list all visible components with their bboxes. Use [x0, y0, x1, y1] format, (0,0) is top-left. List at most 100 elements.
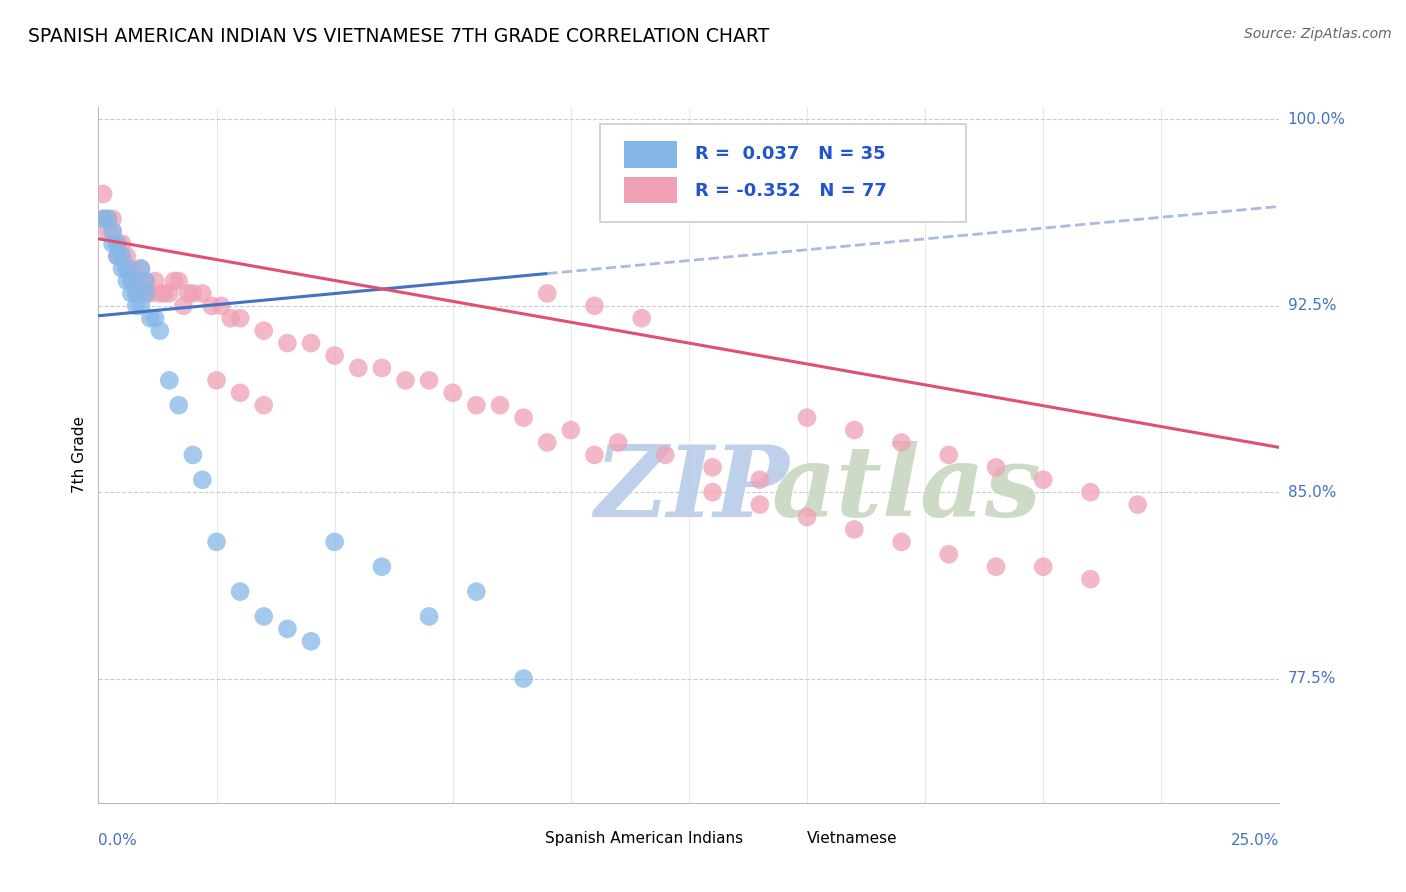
Point [229, 311, 252, 326]
Point [115, 261, 138, 276]
Point [1032, 473, 1054, 487]
Point [253, 398, 276, 412]
Point [938, 547, 960, 561]
Point [630, 311, 652, 326]
Point [441, 385, 464, 400]
Point [125, 286, 148, 301]
Text: Spanish American Indians: Spanish American Indians [546, 830, 742, 846]
Text: SPANISH AMERICAN INDIAN VS VIETNAMESE 7TH GRADE CORRELATION CHART: SPANISH AMERICAN INDIAN VS VIETNAMESE 7T… [28, 27, 769, 45]
Point [229, 584, 252, 599]
Point [512, 410, 534, 425]
Point [209, 299, 232, 313]
Point [135, 274, 157, 288]
Point [276, 336, 298, 351]
Point [323, 349, 346, 363]
Point [115, 274, 138, 288]
Point [105, 249, 128, 263]
Point [143, 311, 166, 326]
Point [115, 249, 138, 263]
Point [1080, 572, 1102, 586]
Point [299, 336, 322, 351]
Point [844, 423, 866, 437]
FancyBboxPatch shape [600, 124, 966, 222]
Point [371, 360, 394, 375]
Point [560, 423, 582, 437]
Point [796, 410, 818, 425]
Point [157, 286, 180, 301]
Text: 0.0%: 0.0% [98, 833, 138, 848]
Point [105, 236, 128, 251]
Point [181, 448, 204, 462]
Point [101, 211, 124, 226]
Point [583, 299, 606, 313]
Point [125, 286, 148, 301]
Point [105, 236, 128, 251]
Point [702, 460, 724, 475]
Point [654, 448, 676, 462]
Point [121, 274, 143, 288]
Point [418, 373, 440, 387]
Point [149, 286, 172, 301]
Point [121, 286, 143, 301]
Point [191, 473, 214, 487]
Point [253, 324, 276, 338]
Y-axis label: 7th Grade: 7th Grade [72, 417, 87, 493]
Point [125, 299, 148, 313]
Point [163, 274, 186, 288]
Point [167, 274, 190, 288]
Point [890, 534, 912, 549]
Point [153, 286, 176, 301]
Point [129, 274, 152, 288]
Point [135, 286, 157, 301]
Point [97, 211, 120, 226]
Point [890, 435, 912, 450]
Text: 85.0%: 85.0% [1288, 484, 1336, 500]
Point [177, 286, 200, 301]
Point [105, 249, 128, 263]
Text: atlas: atlas [772, 442, 1042, 538]
Point [1126, 498, 1149, 512]
Point [129, 299, 152, 313]
Point [219, 311, 242, 326]
Point [984, 460, 1007, 475]
Point [512, 672, 534, 686]
FancyBboxPatch shape [488, 829, 533, 848]
FancyBboxPatch shape [624, 177, 678, 203]
Point [748, 473, 770, 487]
Point [111, 249, 134, 263]
Point [465, 584, 488, 599]
Point [101, 236, 124, 251]
Point [91, 211, 114, 226]
Point [111, 236, 134, 251]
Text: ZIP: ZIP [595, 442, 789, 538]
Point [97, 211, 120, 226]
Point [229, 385, 252, 400]
Point [299, 634, 322, 648]
Point [347, 360, 370, 375]
Point [143, 274, 166, 288]
Point [167, 398, 190, 412]
Point [125, 274, 148, 288]
Point [201, 299, 224, 313]
Point [139, 286, 162, 301]
Text: 100.0%: 100.0% [1288, 112, 1346, 127]
Text: 77.5%: 77.5% [1288, 671, 1336, 686]
Point [121, 274, 143, 288]
Text: R =  0.037   N = 35: R = 0.037 N = 35 [695, 145, 886, 163]
Point [111, 261, 134, 276]
Point [489, 398, 512, 412]
Point [205, 373, 228, 387]
Point [181, 286, 204, 301]
Point [172, 299, 194, 313]
Point [465, 398, 488, 412]
Text: Source: ZipAtlas.com: Source: ZipAtlas.com [1244, 27, 1392, 41]
Point [91, 211, 114, 226]
Point [1080, 485, 1102, 500]
Point [139, 311, 162, 326]
Point [129, 261, 152, 276]
FancyBboxPatch shape [624, 141, 678, 168]
Point [844, 523, 866, 537]
Text: 92.5%: 92.5% [1288, 298, 1336, 313]
Point [607, 435, 630, 450]
Point [323, 534, 346, 549]
